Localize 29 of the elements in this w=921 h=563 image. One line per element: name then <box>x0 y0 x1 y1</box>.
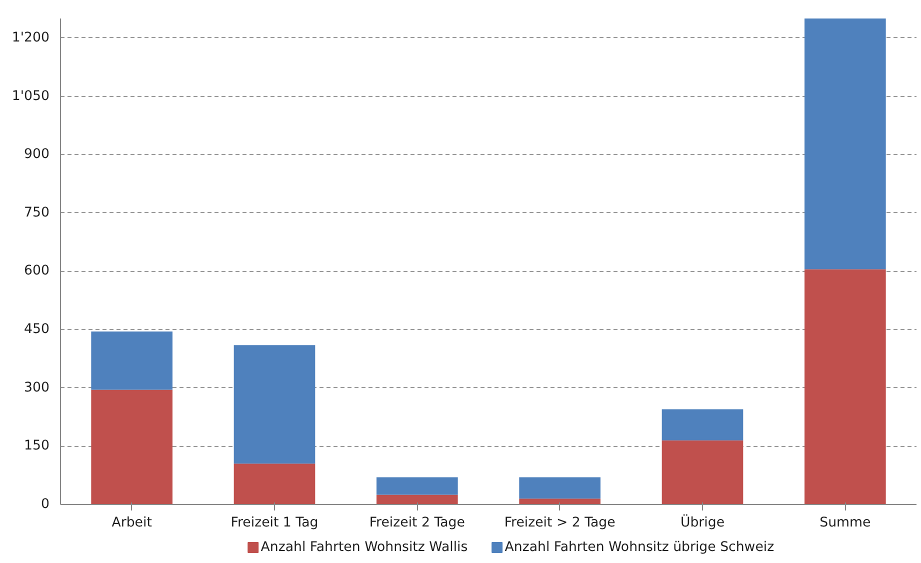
y-tick-label: 300 <box>24 380 50 396</box>
bar <box>662 440 744 504</box>
x-tick-label: Übrige <box>680 514 725 530</box>
x-tick-label: Summe <box>820 516 871 530</box>
bar <box>376 494 458 504</box>
y-tick-label: 450 <box>24 322 50 338</box>
bar <box>376 477 458 495</box>
x-tick-label: Freizeit 2 Tage <box>369 516 465 530</box>
y-tick-label: 1'200 <box>12 30 50 46</box>
bar <box>804 18 886 270</box>
bar <box>234 464 316 504</box>
x-tick-label: Freizeit 1 Tag <box>230 516 318 530</box>
x-tick-label: Freizeit > 2 Tage <box>504 516 616 530</box>
bar <box>234 345 316 464</box>
bar <box>804 269 886 504</box>
bar <box>662 409 744 440</box>
y-tick-label: 900 <box>24 147 50 162</box>
bar <box>519 477 600 499</box>
y-tick-label: 750 <box>24 205 50 220</box>
x-tick-label: Arbeit <box>112 516 152 530</box>
legend-label: Anzahl Fahrten Wohnsitz übrige Schweiz <box>504 540 774 555</box>
y-tick-label: 600 <box>24 264 50 279</box>
legend-label: Anzahl Fahrten Wohnsitz Wallis <box>260 540 468 555</box>
bar <box>91 390 172 504</box>
y-tick-label: 1'050 <box>12 88 50 104</box>
y-tick-label: 150 <box>24 438 50 454</box>
bar <box>91 331 172 390</box>
y-tick-label: 0 <box>41 497 50 512</box>
bar <box>519 498 600 504</box>
